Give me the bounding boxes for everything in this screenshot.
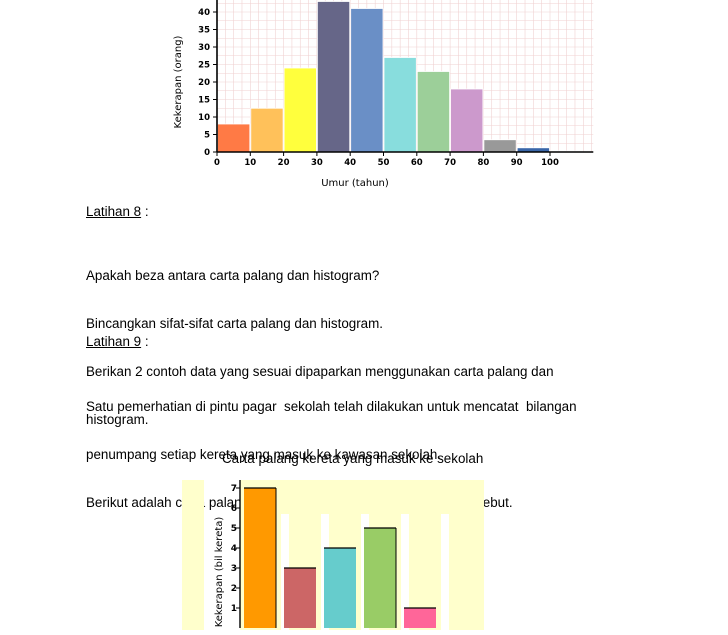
histogram-y-tick-label: 15 <box>198 96 210 106</box>
bar-chart-y-tick-label: 4 <box>231 544 237 554</box>
bar-chart-y-tick-label: 7 <box>231 484 237 494</box>
bar-chart-left-panel <box>182 480 204 630</box>
histogram-x-tick-label: 0 <box>214 158 220 168</box>
bar-chart-y-tick-label: 5 <box>231 524 237 534</box>
bar-chart-y-tick-label: 6 <box>231 504 237 514</box>
histogram-bar <box>483 139 517 153</box>
histogram-bar <box>350 8 384 153</box>
bar-chart-y-tick-label: 2 <box>231 584 237 594</box>
histogram-y-tick-label: 40 <box>198 8 210 18</box>
bar-chart-y-tick-label: 1 <box>231 604 237 614</box>
histogram-bar <box>416 71 451 153</box>
histogram-x-tick-label: 90 <box>511 158 523 168</box>
histogram-bar <box>250 107 284 153</box>
histogram-x-tick-label: 50 <box>378 158 390 168</box>
bar-chart-separator <box>401 514 409 630</box>
latihan9-line: penumpang setiap kereta yang masuk ke ka… <box>86 447 442 462</box>
latihan9-heading: Latihan 9 : <box>86 334 149 349</box>
histogram-y-tick-label: 5 <box>204 131 210 141</box>
histogram-x-axis-label: Umur (tahun) <box>321 178 389 189</box>
latihan8-body: Apakah beza antara carta palang dan hist… <box>86 236 554 444</box>
histogram-bar <box>283 67 317 153</box>
bar-chart-y-axis-label: Kekerapan (bil kereta) <box>214 517 225 628</box>
histogram-y-tick-label: 25 <box>198 61 210 71</box>
latihan9-heading-colon: : <box>141 334 149 349</box>
latihan8-line: histogram. <box>86 412 149 427</box>
histogram-x-tick-label: 60 <box>411 158 423 168</box>
histogram-x-tick-label: 100 <box>541 158 559 168</box>
bar-chart-bar <box>324 548 356 628</box>
histogram-bar <box>217 123 251 153</box>
histogram-bar <box>450 88 484 153</box>
latihan9-heading-text: Latihan 9 <box>86 334 142 349</box>
latihan8-line: Bincangkan sifat-sifat carta palang dan … <box>86 316 383 331</box>
histogram-y-tick-label: 30 <box>198 43 210 53</box>
bar-chart-bar <box>284 568 316 628</box>
histogram-figure: 0 5 10 15 20 25 30 35 40 0 10 20 30 40 50 60 70 80 90 100 Ke… <box>165 0 625 195</box>
latihan8-heading-text: Latihan 8 <box>86 204 142 219</box>
bar-chart-y-tick-label: 3 <box>231 564 237 574</box>
histogram-x-tick-label: 80 <box>477 158 489 168</box>
histogram-bar <box>316 1 351 153</box>
histogram-x-tick-label: 70 <box>444 158 456 168</box>
histogram-y-tick-label: 0 <box>204 148 210 158</box>
bar-chart-bar <box>244 488 276 628</box>
histogram-chart: 0 5 10 15 20 25 30 35 40 0 10 20 30 40 50 60 70 80 90 100 Ke… <box>173 0 594 189</box>
histogram-y-tick-label: 10 <box>198 113 210 123</box>
histogram-bar <box>383 57 417 153</box>
bar-chart-separator <box>441 514 449 630</box>
latihan8-heading: Latihan 8 : <box>86 204 149 219</box>
latihan9-line: Satu pemerhatian di pintu pagar sekolah … <box>86 399 577 414</box>
histogram-y-axis-label: Kekerapan (orang) <box>173 35 184 128</box>
latihan8-heading-colon: : <box>141 204 149 219</box>
bar-chart-bar <box>364 528 396 628</box>
histogram-x-tick-label: 10 <box>244 158 256 168</box>
histogram-y-tick-label: 20 <box>198 78 210 88</box>
latihan9-body: Satu pemerhatian di pintu pagar sekolah … <box>86 367 577 527</box>
bar-chart-figure: 1 2 3 4 5 6 7 Kekerapan (bil kereta) <box>182 478 486 630</box>
latihan8-line: Berikan 2 contoh data yang sesuai dipapa… <box>86 364 554 379</box>
histogram-x-tick-label: 30 <box>311 158 323 168</box>
latihan8-line: Apakah beza antara carta palang dan hist… <box>86 268 380 283</box>
histogram-x-tick-label: 20 <box>278 158 290 168</box>
bar-chart-title: Carta palang kereta yang masuk ke sekola… <box>222 451 484 466</box>
histogram-x-tick-label: 40 <box>344 158 356 168</box>
histogram-y-tick-label: 35 <box>198 26 210 36</box>
bar-chart-bar <box>404 608 436 628</box>
bar-chart: 1 2 3 4 5 6 7 Kekerapan (bil kereta) <box>182 480 484 630</box>
